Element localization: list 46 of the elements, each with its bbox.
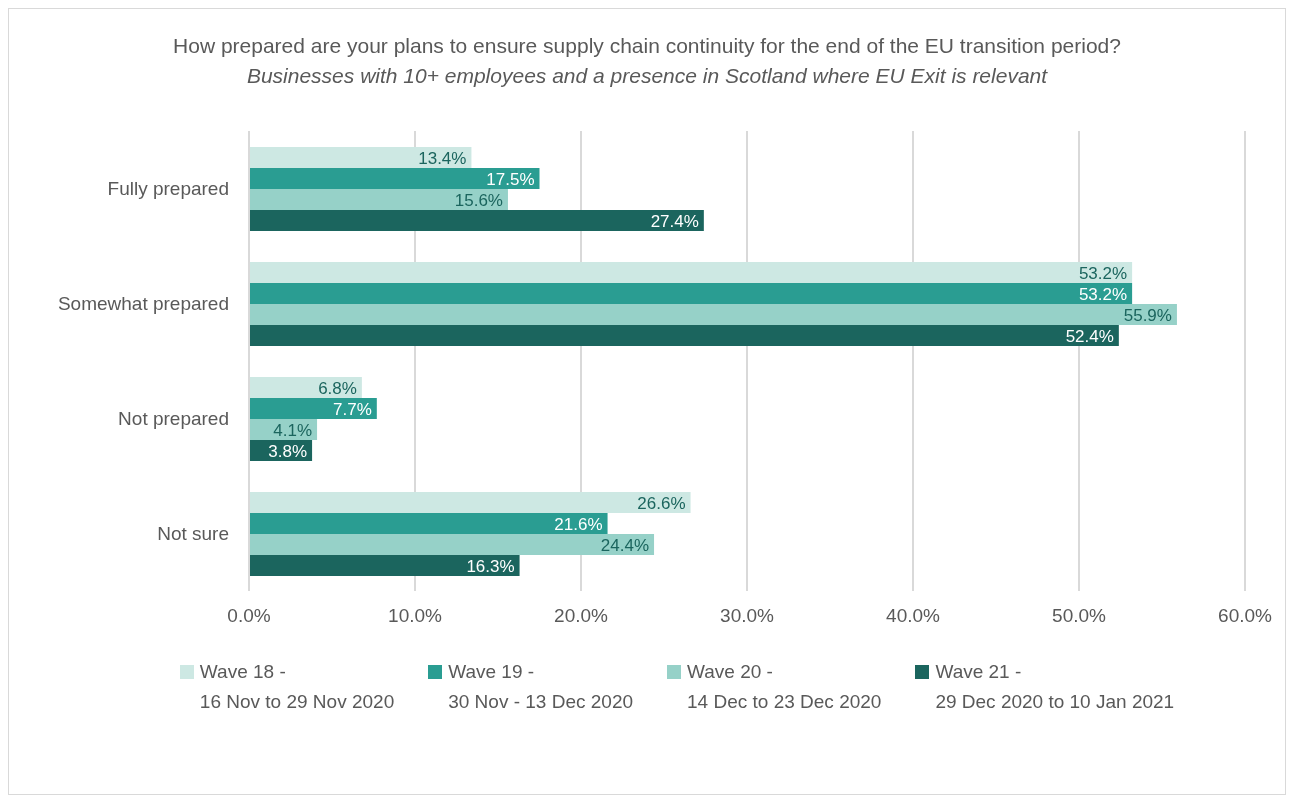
x-tick-label: 40.0% — [886, 605, 941, 627]
legend-label: Wave 21 - 29 Dec 2020 to 10 Jan 2021 — [934, 660, 1175, 714]
bar — [249, 398, 377, 420]
bar — [249, 210, 704, 232]
bar — [249, 304, 1177, 326]
y-tick-label: Somewhat prepared — [57, 293, 229, 315]
y-tick-label: Not sure — [157, 523, 229, 545]
legend-label: Wave 19 - 30 Nov - 13 Dec 2020 — [447, 660, 634, 714]
data-label: 53.2% — [1078, 284, 1128, 304]
bar — [249, 513, 608, 535]
bar — [249, 189, 508, 211]
bar — [249, 325, 1119, 347]
bar — [249, 555, 520, 577]
bar — [249, 168, 540, 190]
data-label: 17.5% — [486, 169, 535, 189]
legend-label: Wave 18 - 16 Nov to 29 Nov 2020 — [198, 660, 395, 714]
bar — [249, 492, 691, 514]
chart-subtitle: Businesses with 10+ employees and a presence in Scotland where EU Exit is relevant — [246, 64, 1048, 87]
x-tick-label: 60.0% — [1218, 605, 1273, 627]
data-label: 7.7% — [333, 399, 372, 419]
legend-label: Wave 20 - 14 Dec to 23 Dec 2020 — [686, 660, 882, 714]
data-label: 55.9% — [1123, 305, 1172, 325]
data-label: 24.4% — [600, 535, 650, 555]
y-tick-label: Not prepared — [118, 408, 229, 430]
data-label: 15.6% — [454, 190, 503, 210]
bar — [249, 283, 1133, 305]
data-label: 26.6% — [637, 493, 686, 513]
bar — [249, 147, 472, 169]
y-tick-label: Fully prepared — [107, 178, 229, 200]
data-label: 6.8% — [318, 378, 357, 398]
x-tick-label: 20.0% — [554, 605, 609, 627]
data-label: 13.4% — [418, 148, 467, 168]
data-label: 53.2% — [1078, 263, 1128, 283]
bar — [249, 262, 1133, 284]
x-tick-label: 0.0% — [227, 605, 271, 627]
bar — [249, 534, 655, 556]
data-label: 3.8% — [268, 441, 308, 461]
data-label: 27.4% — [650, 211, 699, 231]
data-label: 4.1% — [273, 420, 313, 440]
x-tick-label: 10.0% — [388, 605, 443, 627]
x-tick-label: 50.0% — [1052, 605, 1107, 627]
data-label: 52.4% — [1065, 326, 1114, 346]
data-label: 21.6% — [554, 514, 603, 534]
x-tick-label: 30.0% — [720, 605, 775, 627]
data-label: 16.3% — [466, 556, 515, 576]
chart-title: How prepared are your plans to ensure supply chain continuity for the end of the EU transition period? — [173, 34, 1121, 57]
